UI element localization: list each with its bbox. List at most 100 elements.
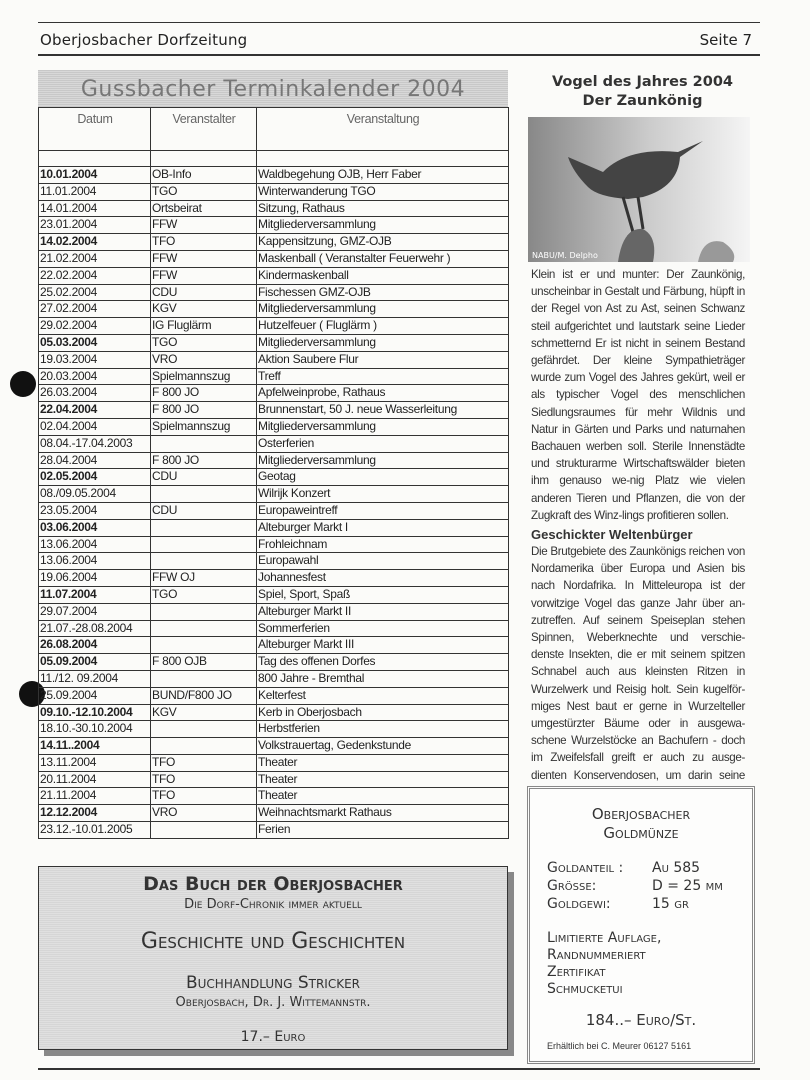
column-header-date: Datum [38,107,151,151]
event-organizer: F 800 JO [150,401,257,419]
book-ad-shop: Buchhandlung Stricker [185,973,360,993]
spec-value: 15 gr [652,896,689,912]
event-organizer: TGO [150,585,257,604]
calendar-row: 05.03.2004 TGO Mitgliederversammlung [38,333,509,352]
event-name: Winterwanderung TGO [256,182,509,201]
event-date: 05.03.2004 [38,333,151,352]
event-date: 13.06.2004 [38,552,151,571]
event-name: Sitzung, Rathaus [256,199,509,218]
event-organizer: KGV [150,300,257,319]
event-organizer: FFW OJ [150,569,257,587]
event-organizer [150,552,257,571]
feature: Schmucketui [547,981,623,997]
spec-label: Goldgewi: [547,896,611,912]
event-date: 13.11.2004 [38,753,151,772]
event-organizer [150,485,257,503]
event-date: 29.02.2004 [38,317,151,335]
event-date: 09.10.-12.10.2004 [38,703,151,722]
event-date: 26.03.2004 [38,384,151,403]
event-date: 08./09.05.2004 [38,485,151,503]
event-organizer: TFO [150,753,257,772]
event-organizer [150,434,257,453]
event-organizer: OB-Info [150,166,257,184]
calendar-row: 26.03.2004 F 800 JO Apfelweinprobe, Rathau… [38,384,509,403]
event-organizer: CDU [150,283,257,302]
event-name: Theater [256,753,509,772]
event-organizer: F 800 JO [150,384,257,403]
event-organizer: IG Fluglärm [150,317,257,335]
blank-row [38,150,509,167]
event-organizer: TGO [150,333,257,352]
event-date: 19.06.2004 [38,569,151,587]
event-date: 10.01.2004 [38,166,151,184]
event-name: Volkstrauertag, Gedenkstunde [256,737,509,755]
event-organizer [150,619,257,638]
event-name: Alteburger Markt II [256,602,509,621]
event-date: 22.04.2004 [38,401,151,419]
wren-photo: NABU/M. Delpho [528,117,750,262]
book-ad-address: Oberjosbach, Dr. J. Wittemannstr. [175,995,371,1010]
event-date: 20.03.2004 [38,367,151,386]
photo-credit: NABU/M. Delpho [532,251,598,260]
footer-rule [38,1068,760,1070]
calendar-row: 13.06.2004 Europawahl [38,552,509,571]
event-organizer: F 800 OJB [150,653,257,671]
event-organizer: CDU [150,468,257,487]
event-organizer [150,602,257,621]
coin-contact: Erhältlich bei C. Meurer 06127 5161 [547,1041,692,1051]
event-name: Apfelweinprobe, Rathaus [256,384,509,403]
calendar-row: 20.11.2004 TFO Theater [38,770,509,789]
calendar-banner: Gussbacher Terminkalender 2004 [38,70,508,107]
event-name: Johannesfest [256,569,509,587]
article-subheading: Geschickter Weltenbürger [531,527,693,542]
calendar-row: 29.07.2004 Alteburger Markt II [38,602,509,621]
event-date: 03.06.2004 [38,518,151,537]
event-organizer: TGO [150,182,257,201]
calendar-row: 14.11..2004 Volkstrauertag, Gedenkstunde [38,737,509,755]
feature: Randnummeriert [547,947,646,963]
event-organizer: BUND/F800 JO [150,686,257,705]
event-date: 23.05.2004 [38,501,151,520]
event-date: 25.09.2004 [38,686,151,705]
feature: Limitierte Auflage, [547,930,662,946]
calendar-row: 08.04.-17.04.2003 Osterferien [38,434,509,453]
event-organizer: TFO [150,233,257,251]
event-date: 25.02.2004 [38,283,151,302]
calendar-row: 08./09.05.2004 Wilrijk Konzert [38,485,509,503]
event-organizer [150,636,257,655]
feature: Zertifikat [547,964,606,980]
calendar-row: 23.01.2004 FFW Mitgliederversammlung [38,216,509,235]
event-name: Weihnachtsmarkt Rathaus [256,804,509,823]
event-name: Mitgliederversammlung [256,417,509,436]
event-date: 18.10.-30.10.2004 [38,720,151,739]
article-title-line1: Vogel des Jahres 2004 [551,74,734,90]
event-name: Maskenball ( Veranstalter Feuerwehr ) [256,249,509,268]
event-name: Frohleichnam [256,535,509,554]
calendar-row: 10.01.2004 OB-Info Waldbegehung OJB, Herr … [38,166,509,184]
book-ad-price: 17.– Euro [240,1029,306,1045]
spec-value: D = 25 mm [652,878,723,894]
event-name: Brunnenstart, 50 J. neue Wasserleitung [256,401,509,419]
event-organizer [150,669,257,688]
event-date: 27.02.2004 [38,300,151,319]
event-date: 23.12.-10.01.2005 [38,821,151,839]
event-name: Ferien [256,821,509,839]
event-name: Osterferien [256,434,509,453]
event-organizer [150,518,257,537]
event-name: Kindermaskenball [256,266,509,285]
event-organizer: Spielmannszug [150,417,257,436]
event-organizer: FFW [150,249,257,268]
event-date: 21.02.2004 [38,249,151,268]
event-name: Alteburger Markt III [256,636,509,655]
event-name: Kelterfest [256,686,509,705]
calendar-row: 21.07.-28.08.2004 Sommerferien [38,619,509,638]
header-bottom-rule [38,54,760,56]
event-date: 11.07.2004 [38,585,151,604]
calendar-row: 20.03.2004 Spielmannszug Treff [38,367,509,386]
event-organizer: VRO [150,350,257,369]
event-name: Tag des offenen Dorfes [256,653,509,671]
event-name: Mitgliederversammlung [256,300,509,319]
event-organizer [150,720,257,739]
article-paragraph-2: Die Brutgebiete des Zaunkönigs reichen v… [531,545,745,799]
event-name: Mitgliederversammlung [256,216,509,235]
